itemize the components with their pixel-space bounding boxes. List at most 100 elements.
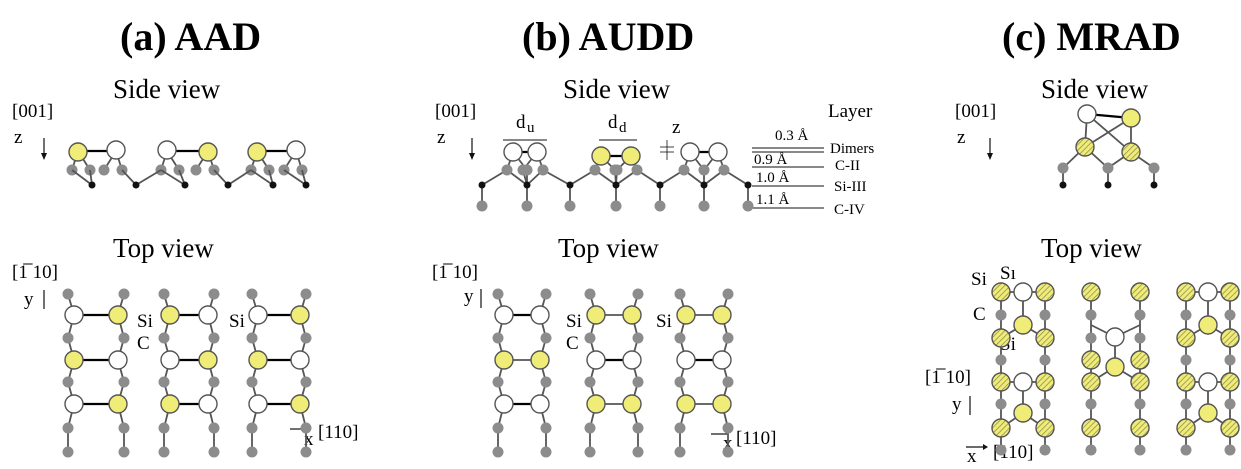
- panel-b-z-axis: [001] z: [435, 101, 476, 160]
- white-atom: [1105, 327, 1125, 347]
- grey-atom: [584, 288, 596, 300]
- panel-c-side-structure: [1057, 104, 1160, 189]
- white-atom: [622, 350, 642, 370]
- grey-atom: [674, 422, 686, 434]
- grey-atom: [540, 422, 552, 434]
- z-direction-label: [001]: [955, 101, 996, 122]
- black-atom: [656, 181, 664, 189]
- layer-si3: Si-III: [834, 179, 867, 195]
- panel-a-side-structure: [66, 140, 310, 189]
- white-atom: [1077, 104, 1097, 124]
- black-atom: [700, 181, 708, 189]
- grey-atom: [674, 446, 686, 458]
- white-atom: [248, 305, 268, 325]
- hatched-atom: [1220, 328, 1240, 348]
- grey-atom: [476, 200, 488, 212]
- yellow-atom: [676, 394, 696, 414]
- panel-a-top-structure: [62, 288, 312, 458]
- yellow-atom: [248, 350, 268, 370]
- grey-atom: [632, 288, 644, 300]
- yellow-atom: [247, 142, 267, 162]
- panel-b-side-view-label: Side view: [563, 74, 671, 104]
- white-atom: [108, 350, 128, 370]
- grey-atom: [492, 288, 504, 300]
- grey-atom: [722, 288, 734, 300]
- grey-atom: [208, 376, 220, 388]
- grey-atom: [698, 200, 710, 212]
- grey-atom: [995, 354, 1007, 366]
- black-atom: [181, 181, 189, 189]
- white-atom: [64, 305, 84, 325]
- grey-atom: [584, 376, 596, 388]
- white-atom: [1198, 282, 1218, 302]
- grey-atom: [1085, 444, 1097, 456]
- yellow-atom: [64, 350, 84, 370]
- layer-c4: C-IV: [834, 202, 865, 218]
- panel-c-top-structure: [991, 282, 1240, 456]
- white-atom: [586, 350, 606, 370]
- si-label: Si: [137, 311, 153, 332]
- grey-atom: [208, 446, 220, 458]
- white-atom: [157, 140, 177, 160]
- y-direction-label: [1̅ 10]: [12, 262, 58, 283]
- black-atom: [1104, 181, 1112, 189]
- white-atom: [1013, 372, 1033, 392]
- yellow-atom: [494, 350, 514, 370]
- grey-atom: [158, 332, 170, 344]
- z-buckling-label: z: [660, 117, 680, 160]
- yellow-atom: [586, 305, 606, 325]
- du-label: d u: [503, 112, 547, 141]
- hatched-atom: [1130, 282, 1150, 302]
- grey-atom: [564, 200, 576, 212]
- grey-atom: [584, 446, 596, 458]
- grey-atom: [158, 422, 170, 434]
- grey-atom: [208, 422, 220, 434]
- yellow-atom: [712, 394, 732, 414]
- yellow-atom: [1198, 403, 1218, 423]
- yellow-atom: [290, 305, 310, 325]
- yellow-atom: [108, 394, 128, 414]
- hatched-atom: [1035, 282, 1055, 302]
- black-atom: [523, 181, 531, 189]
- yellow-atom: [712, 305, 732, 325]
- yellow-atom: [1121, 108, 1141, 128]
- grey-atom: [246, 332, 258, 344]
- black-atom: [269, 181, 277, 189]
- grey-atom: [610, 200, 622, 212]
- white-atom: [676, 350, 696, 370]
- white-atom: [494, 394, 514, 414]
- grey-atom: [1224, 354, 1236, 366]
- grey-atom: [1180, 444, 1192, 456]
- svg-text:d: d: [619, 120, 627, 136]
- grey-atom: [1057, 162, 1069, 174]
- z-direction-label: [001]: [12, 101, 53, 122]
- white-atom: [286, 140, 306, 160]
- grey-atom: [1085, 332, 1097, 344]
- grey-atom: [246, 422, 258, 434]
- hatched-atom: [991, 372, 1011, 392]
- grey-atom: [1085, 398, 1097, 410]
- c-label: C: [566, 333, 579, 354]
- grey-atom: [492, 376, 504, 388]
- x-direction-label: [110]: [736, 428, 776, 449]
- grey-atom: [1134, 332, 1146, 344]
- si-label: Si: [566, 311, 582, 332]
- panel-a-y-axis: [1̅ 10] y: [12, 262, 58, 310]
- panel-b-y-axis: [1̅ 10] y: [432, 262, 482, 308]
- grey-atom: [698, 164, 710, 176]
- x-label: x: [967, 446, 977, 467]
- panel-a-title: (a) AAD: [120, 14, 261, 59]
- yellow-atom: [160, 394, 180, 414]
- yellow-atom: [622, 394, 642, 414]
- layer-dimers: Dimers: [830, 141, 874, 157]
- layer-legend: Layer 0.3 Å Dimers 0.9 Å C-II 1.0 Å Si-I…: [752, 101, 874, 218]
- grey-atom: [1180, 398, 1192, 410]
- z-label: z: [14, 127, 22, 148]
- black-atom: [478, 181, 486, 189]
- spacing-si3: 1.0 Å: [756, 170, 790, 186]
- y-label: y: [24, 289, 34, 310]
- hatched-atom: [1035, 372, 1055, 392]
- panel-c-side-view-label: Side view: [1041, 74, 1149, 104]
- grey-atom: [300, 422, 312, 434]
